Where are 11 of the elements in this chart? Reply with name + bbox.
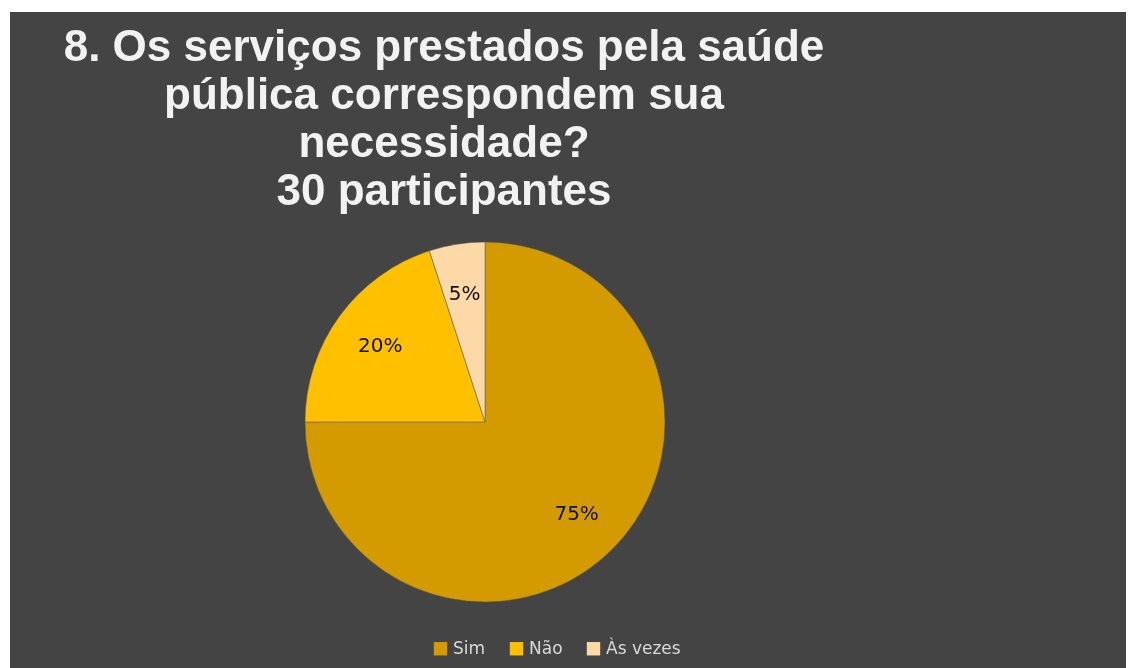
legend-label: Não bbox=[529, 637, 563, 658]
data-label: 75% bbox=[554, 500, 599, 525]
text: necessidade? bbox=[298, 117, 590, 166]
legend-label: Sim bbox=[453, 637, 486, 658]
data-label: 20% bbox=[357, 332, 403, 357]
text: 8. Os serviços prestados pela saúde bbox=[63, 21, 825, 70]
text: 30 participantes bbox=[276, 165, 612, 214]
data-label: 5% bbox=[448, 281, 481, 305]
legend-label: Às vezes bbox=[606, 636, 681, 658]
pie-slice bbox=[304, 241, 666, 603]
text: pública correspondem sua bbox=[164, 69, 724, 118]
